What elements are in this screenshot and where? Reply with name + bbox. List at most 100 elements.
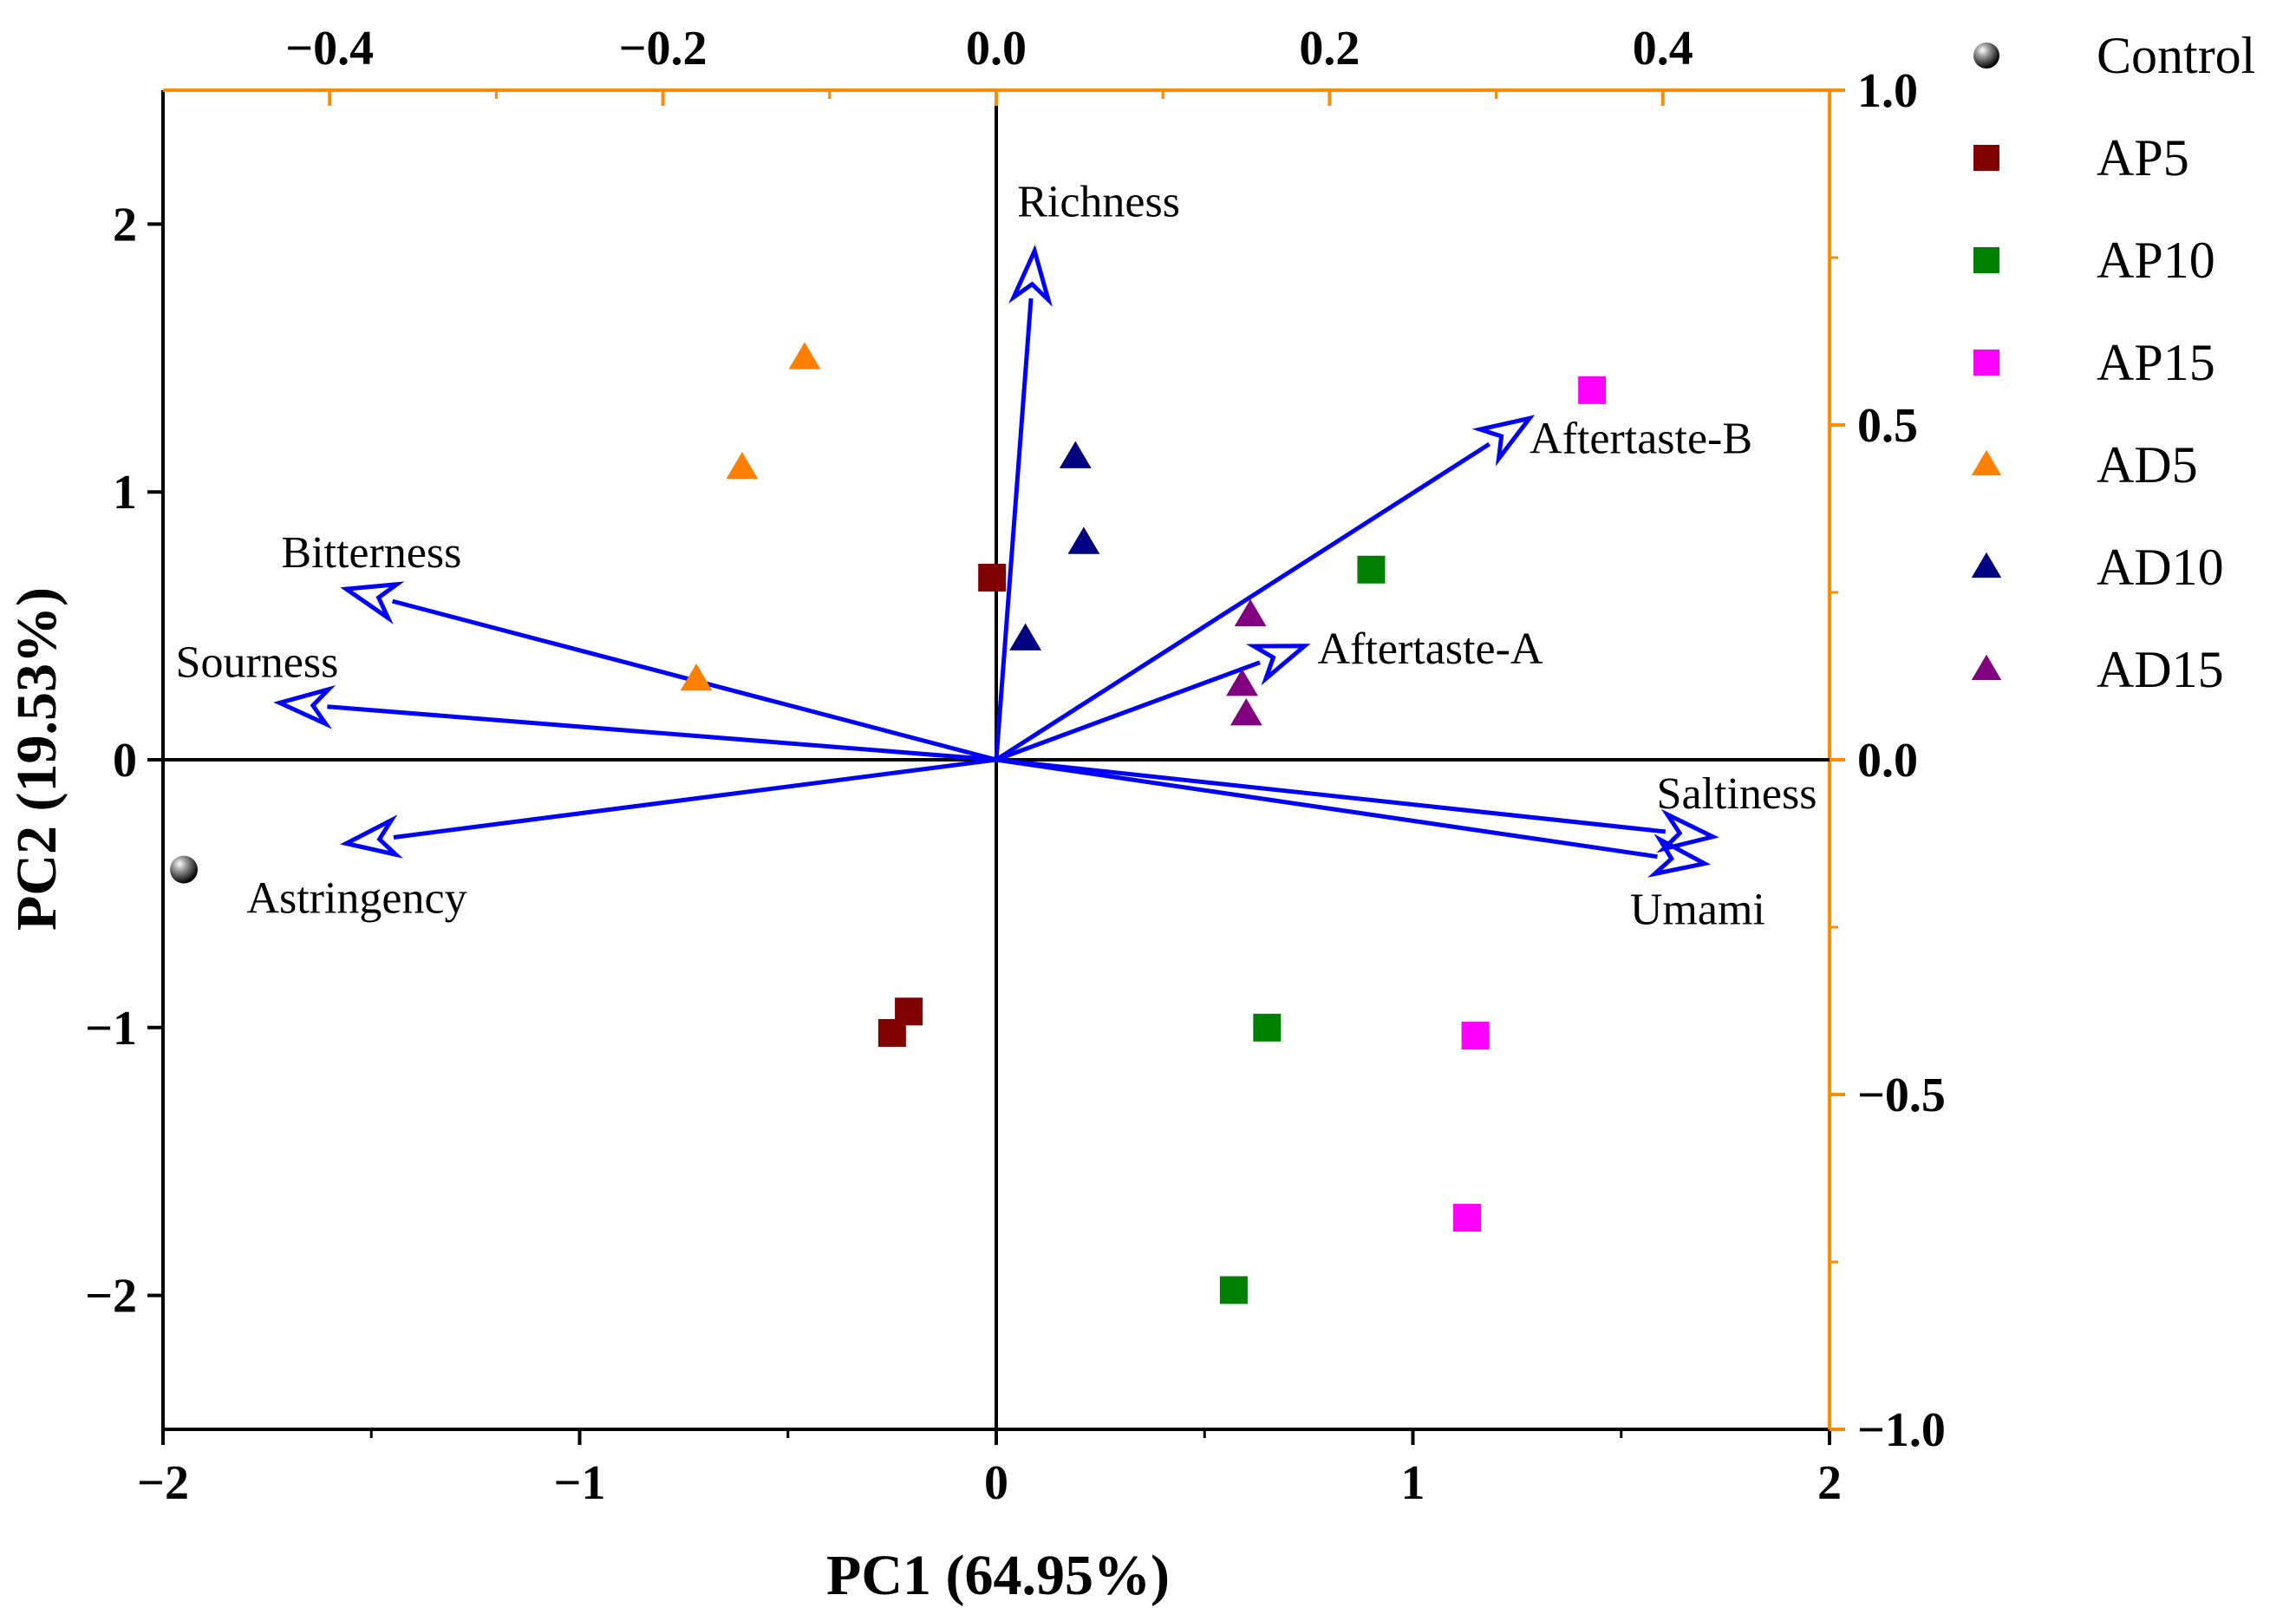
x-tick-label: 0 <box>984 1456 1008 1510</box>
legend: Control AP5 AP10 AP15 AD5 AD10 AD15 <box>1971 27 2255 698</box>
loading-label: Aftertaste-B <box>1530 414 1752 463</box>
x-tick-label: −2 <box>137 1456 189 1510</box>
loading-vector-shaft <box>994 297 1034 761</box>
data-point <box>978 564 1007 592</box>
data-point <box>1230 698 1262 726</box>
legend-marker <box>1971 654 2002 681</box>
right-tick-label: 0.0 <box>1857 734 1918 788</box>
data-point <box>1578 376 1607 404</box>
loading-label: Bitterness <box>281 528 461 578</box>
legend-label: AP15 <box>2097 334 2215 391</box>
data-point <box>170 855 199 884</box>
x-tick-label: 1 <box>1401 1456 1425 1510</box>
x-tick-label: −1 <box>554 1456 606 1510</box>
loading-label: Saltiness <box>1657 769 1817 819</box>
y-tick-label: −1 <box>85 1002 137 1056</box>
series-ad10 <box>1009 441 1100 650</box>
y-tick-label: 0 <box>113 734 137 788</box>
legend-label: Control <box>2097 27 2255 84</box>
legend-marker <box>1973 247 1999 273</box>
data-point <box>1234 598 1267 627</box>
series-ap5 <box>877 564 1007 1047</box>
loading-vector-head <box>1471 415 1536 467</box>
loading-vector-head <box>340 814 403 859</box>
legend-label: AP10 <box>2097 232 2215 289</box>
data-point <box>1226 669 1258 696</box>
loading-label: Richness <box>1017 177 1180 226</box>
top-tick-label: 0.2 <box>1299 22 1360 75</box>
legend-label: AD15 <box>2097 641 2224 698</box>
top-tick-label: −0.2 <box>619 22 708 75</box>
x-axis-title: PC1 (64.95%) <box>826 1544 1170 1607</box>
loading-label: Sourness <box>176 637 339 687</box>
series-control <box>170 855 199 884</box>
data-point <box>788 342 821 369</box>
y-tick-label: −2 <box>85 1270 137 1324</box>
loading-vector-richness: Richness <box>994 177 1180 761</box>
loading-vector-aftertaste-b: Aftertaste-B <box>995 414 1752 762</box>
data-point <box>726 452 759 480</box>
legend-item-ap15: AP15 <box>1973 334 2215 391</box>
loading-vector-head <box>1656 808 1719 853</box>
loading-vector-shaft <box>995 757 1658 860</box>
legend-marker <box>1973 350 1999 376</box>
data-point <box>895 997 923 1026</box>
loading-vector-shaft <box>995 441 1491 762</box>
legend-item-ad15: AD15 <box>1971 641 2224 698</box>
x-tick-label: 2 <box>1817 1456 1842 1510</box>
loading-vector-shaft <box>995 757 1667 834</box>
series-ad15 <box>1226 598 1267 726</box>
right-tick-label: 0.5 <box>1857 399 1918 453</box>
series-ap15 <box>1452 376 1607 1232</box>
right-tick-label: −1.0 <box>1857 1403 1946 1457</box>
loading-vector-sourness: Sourness <box>176 637 997 762</box>
data-point <box>1059 441 1092 468</box>
loading-vector-bitterness: Bitterness <box>281 528 997 762</box>
top-tick-label: 0.4 <box>1633 22 1693 75</box>
series-ap10 <box>1219 555 1386 1304</box>
legend-marker <box>1971 552 2002 578</box>
loading-label: Aftertaste-A <box>1318 624 1543 674</box>
loading-label: Astringency <box>246 874 466 924</box>
data-point <box>1067 526 1100 554</box>
data-point <box>1219 1276 1248 1304</box>
legend-item-ad10: AD10 <box>1971 539 2224 596</box>
data-point <box>1461 1022 1490 1050</box>
loading-vector-aftertaste-a: Aftertaste-A <box>995 624 1543 762</box>
loading-vector-head <box>273 684 336 729</box>
legend-label: AD10 <box>2097 539 2224 596</box>
legend-item-ap5: AP5 <box>1973 129 2189 186</box>
loading-vector-shaft <box>995 660 1261 762</box>
loading-vector-head <box>1647 833 1712 878</box>
legend-item-ad5: AD5 <box>1971 436 2198 494</box>
loading-vector-saltiness: Saltiness <box>995 757 1817 853</box>
legend-marker <box>1971 449 2002 476</box>
loading-vector-head <box>1245 644 1311 686</box>
legend-item-control: Control <box>1973 27 2255 84</box>
loading-vector-head <box>1008 244 1053 307</box>
data-point <box>680 663 713 691</box>
loading-vector-shaft <box>327 704 997 762</box>
right-tick-label: −0.5 <box>1857 1069 1946 1122</box>
legend-marker <box>1973 42 1999 69</box>
loading-vector-umami: Umami <box>995 757 1765 935</box>
loading-vector-astringency: Astringency <box>246 757 997 924</box>
series-ad5 <box>680 342 821 691</box>
y-axis-title: PC2 (19.53%) <box>5 587 68 931</box>
top-tick-label: −0.4 <box>285 22 374 75</box>
data-point <box>1009 623 1042 650</box>
data-point <box>1253 1013 1282 1042</box>
legend-label: AP5 <box>2097 129 2189 186</box>
loading-vector-head <box>340 581 405 624</box>
legend-marker <box>1973 145 1999 171</box>
data-point <box>1452 1204 1481 1232</box>
y-tick-label: 1 <box>113 466 137 520</box>
loading-label: Umami <box>1630 886 1765 935</box>
legend-label: AD5 <box>2097 436 2198 494</box>
right-tick-label: 1.0 <box>1857 64 1918 118</box>
y-tick-label: 2 <box>113 198 137 252</box>
top-tick-label: 0.0 <box>966 22 1027 75</box>
legend-item-ap10: AP10 <box>1973 232 2215 289</box>
loading-vector-shaft <box>393 757 997 840</box>
